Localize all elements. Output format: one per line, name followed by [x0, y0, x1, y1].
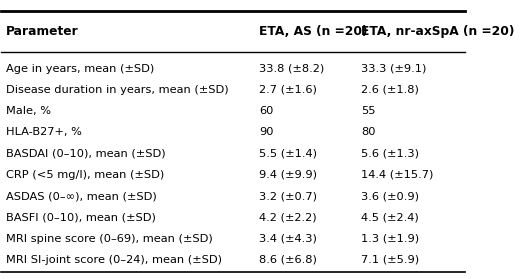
Text: 9.4 (±9.9): 9.4 (±9.9)	[259, 170, 317, 180]
Text: 33.8 (±8.2): 33.8 (±8.2)	[259, 64, 324, 74]
Text: 8.6 (±6.8): 8.6 (±6.8)	[259, 255, 317, 265]
Text: 3.2 (±0.7): 3.2 (±0.7)	[259, 191, 317, 201]
Text: 3.6 (±0.9): 3.6 (±0.9)	[361, 191, 419, 201]
Text: ASDAS (0–∞), mean (±SD): ASDAS (0–∞), mean (±SD)	[6, 191, 157, 201]
Text: Parameter: Parameter	[6, 25, 79, 38]
Text: 33.3 (±9.1): 33.3 (±9.1)	[361, 64, 426, 74]
Text: 1.3 (±1.9): 1.3 (±1.9)	[361, 234, 419, 244]
Text: 7.1 (±5.9): 7.1 (±5.9)	[361, 255, 419, 265]
Text: 2.7 (±1.6): 2.7 (±1.6)	[259, 85, 317, 95]
Text: HLA-B27+, %: HLA-B27+, %	[6, 127, 82, 137]
Text: 4.2 (±2.2): 4.2 (±2.2)	[259, 212, 316, 222]
Text: 3.4 (±4.3): 3.4 (±4.3)	[259, 234, 317, 244]
Text: 5.5 (±1.4): 5.5 (±1.4)	[259, 149, 317, 159]
Text: 80: 80	[361, 127, 375, 137]
Text: 90: 90	[259, 127, 274, 137]
Text: ETA, nr-axSpA (n =20): ETA, nr-axSpA (n =20)	[361, 25, 514, 38]
Text: 14.4 (±15.7): 14.4 (±15.7)	[361, 170, 433, 180]
Text: 2.6 (±1.8): 2.6 (±1.8)	[361, 85, 419, 95]
Text: MRI spine score (0–69), mean (±SD): MRI spine score (0–69), mean (±SD)	[6, 234, 213, 244]
Text: 60: 60	[259, 106, 273, 116]
Text: BASFI (0–10), mean (±SD): BASFI (0–10), mean (±SD)	[6, 212, 156, 222]
Text: ETA, AS (n =20): ETA, AS (n =20)	[259, 25, 367, 38]
Text: MRI SI-joint score (0–24), mean (±SD): MRI SI-joint score (0–24), mean (±SD)	[6, 255, 222, 265]
Text: 5.6 (±1.3): 5.6 (±1.3)	[361, 149, 419, 159]
Text: Age in years, mean (±SD): Age in years, mean (±SD)	[6, 64, 154, 74]
Text: 55: 55	[361, 106, 375, 116]
Text: Disease duration in years, mean (±SD): Disease duration in years, mean (±SD)	[6, 85, 229, 95]
Text: 4.5 (±2.4): 4.5 (±2.4)	[361, 212, 419, 222]
Text: Male, %: Male, %	[6, 106, 51, 116]
Text: CRP (<5 mg/l), mean (±SD): CRP (<5 mg/l), mean (±SD)	[6, 170, 164, 180]
Text: BASDAI (0–10), mean (±SD): BASDAI (0–10), mean (±SD)	[6, 149, 166, 159]
